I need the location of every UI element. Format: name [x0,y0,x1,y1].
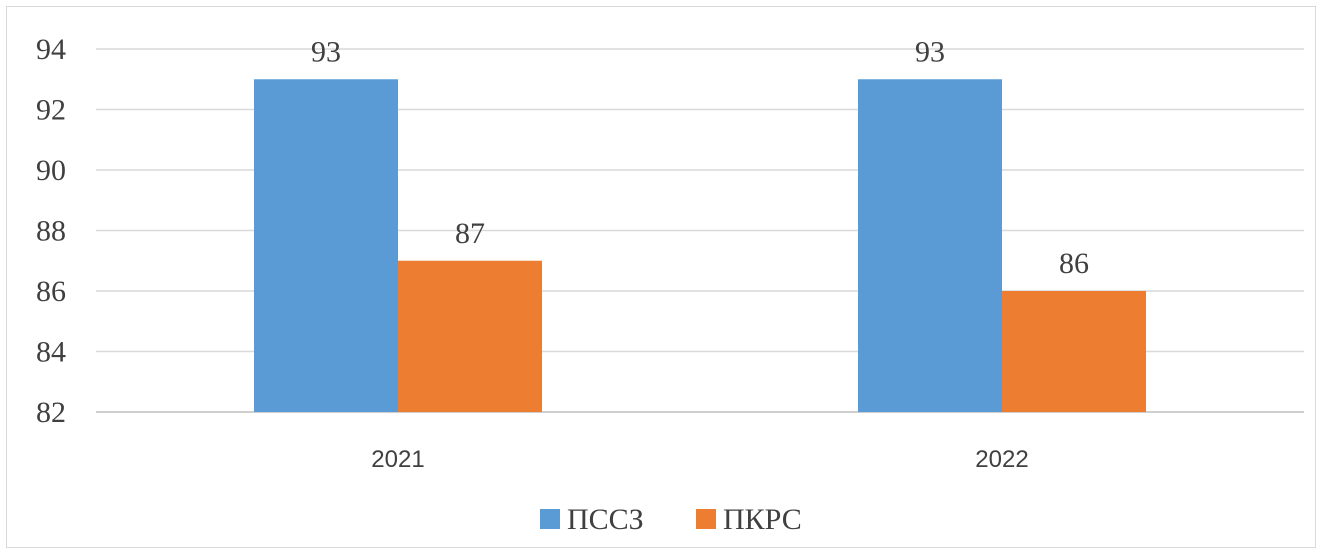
y-tick-label: 82 [36,396,66,429]
legend-swatch-ПКРС [696,509,716,529]
data-label: 86 [1059,247,1089,280]
data-label: 93 [915,35,945,68]
y-tick-label: 84 [36,336,66,369]
y-tick-label: 94 [36,33,66,66]
y-tick-label: 92 [36,94,66,127]
chart-frame [6,6,1316,548]
legend-label: ПССЗ [567,503,644,536]
y-tick-label: 88 [36,215,66,248]
x-tick-label: 2021 [371,446,424,473]
legend-label: ПКРС [723,503,802,536]
y-tick-label: 90 [36,154,66,187]
bar-ПССЗ-2021 [254,79,398,412]
bar-ПКРС-2021 [398,260,542,412]
data-label: 93 [311,35,341,68]
y-tick-label: 86 [36,275,66,308]
bar-ПКРС-2022 [1002,291,1146,412]
x-tick-label: 2022 [975,446,1028,473]
legend-swatch-ПССЗ [540,509,560,529]
data-label: 87 [455,217,485,250]
bar-ПССЗ-2022 [858,79,1002,412]
